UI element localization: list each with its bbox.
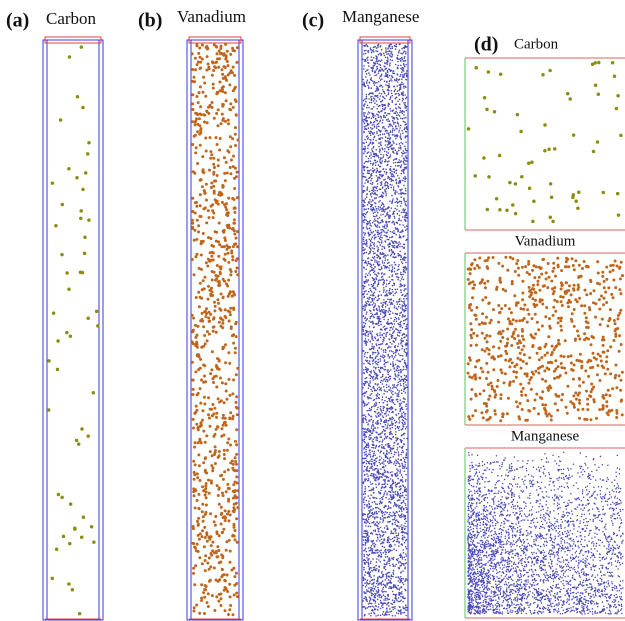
column-outline bbox=[191, 40, 239, 620]
panel-element: Carbon bbox=[46, 9, 97, 28]
view-element: Vanadium bbox=[515, 233, 576, 249]
atoms bbox=[469, 63, 621, 222]
panel-letter: (d) bbox=[474, 34, 498, 56]
atoms bbox=[363, 44, 407, 616]
panel-letter: (c) bbox=[302, 10, 324, 32]
page: {"panels": [{"letter": "(a)", "element":… bbox=[0, 0, 625, 621]
atoms bbox=[468, 452, 623, 614]
view-element: Manganese bbox=[511, 428, 580, 444]
atoms bbox=[49, 47, 98, 614]
panel-letter: (b) bbox=[138, 10, 162, 32]
panel-element: Vanadium bbox=[177, 7, 246, 26]
panel-element: Manganese bbox=[342, 7, 419, 26]
figure: (a) Carbon (b) Vanadium (c) Manganese (d… bbox=[0, 0, 625, 621]
column-outline bbox=[43, 40, 103, 620]
panel-letter: (a) bbox=[6, 10, 29, 32]
view-element: Carbon bbox=[514, 36, 559, 52]
atoms bbox=[192, 44, 238, 614]
column-outline bbox=[47, 40, 99, 620]
atoms bbox=[468, 257, 623, 421]
